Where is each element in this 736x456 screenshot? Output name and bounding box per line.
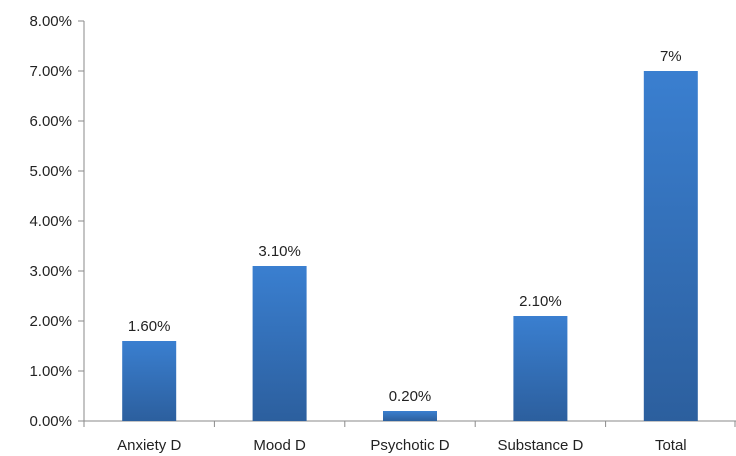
x-category-label: Total	[655, 437, 687, 454]
y-tick-label: 3.00%	[29, 263, 72, 280]
y-tick-label: 5.00%	[29, 163, 72, 180]
data-label: 7%	[660, 48, 682, 65]
y-tick-label: 4.00%	[29, 213, 72, 230]
data-label: 3.10%	[258, 243, 301, 260]
y-tick-label: 7.00%	[29, 63, 72, 80]
x-category-label: Psychotic D	[370, 437, 449, 454]
data-label: 2.10%	[519, 293, 562, 310]
bar-total	[643, 71, 698, 421]
data-label: 1.60%	[128, 318, 171, 335]
y-tick-label: 2.00%	[29, 313, 72, 330]
data-labels: 1.60% 3.10% 0.20% 2.10% 7%	[128, 48, 682, 405]
bar-substance-d	[513, 316, 568, 421]
x-category-label: Mood D	[253, 437, 306, 454]
data-label: 0.20%	[389, 388, 432, 405]
y-tick-label: 6.00%	[29, 113, 72, 130]
y-axis: 0.00% 1.00% 2.00% 3.00% 4.00% 5.00% 6.00% 7.00%…	[29, 13, 85, 430]
y-tick-label: 1.00%	[29, 363, 72, 380]
bars	[122, 71, 698, 421]
y-tick-label: 0.00%	[29, 413, 72, 430]
y-tick-label: 8.00%	[29, 13, 72, 30]
x-category-label: Substance D	[497, 437, 583, 454]
bar-mood-d	[252, 266, 307, 421]
x-axis: Anxiety D Mood D Psychotic D Substance D Tot…	[83, 420, 736, 454]
x-category-label: Anxiety D	[117, 437, 181, 454]
bar-anxiety-d	[122, 341, 177, 421]
bar-psychotic-d	[383, 411, 437, 421]
